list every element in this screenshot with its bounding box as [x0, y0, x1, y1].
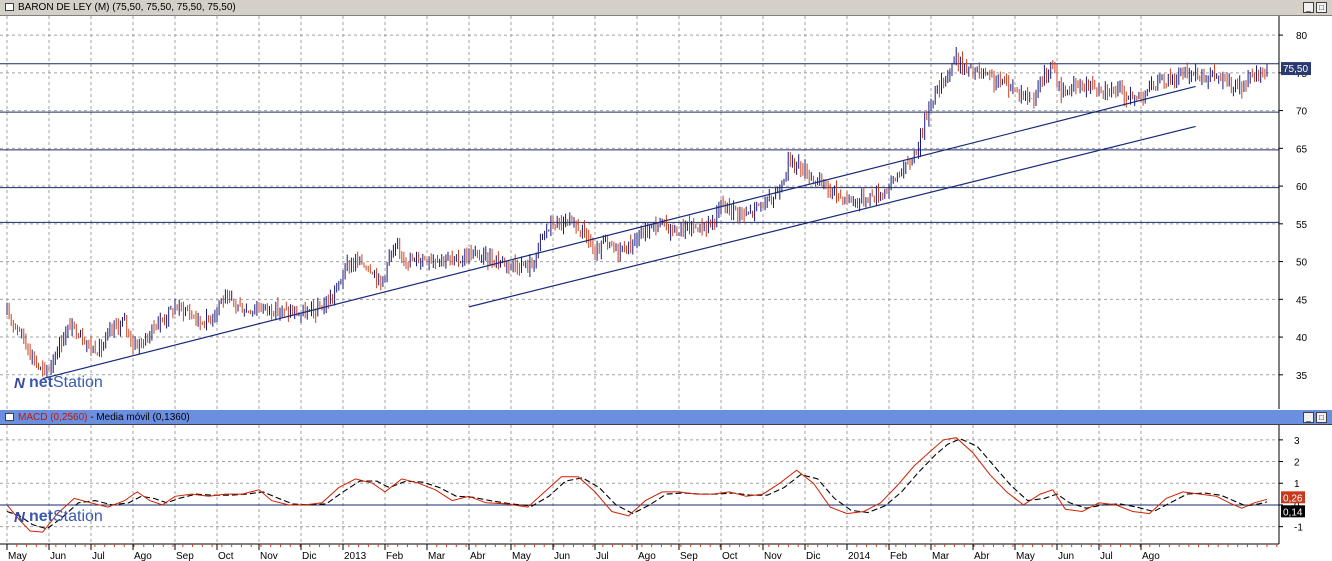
x-tick-label: Sep: [176, 551, 194, 561]
last-price-label: 75,50: [1283, 64, 1308, 75]
minimize-icon[interactable]: _: [1303, 2, 1314, 13]
macd-value-tags: 0,26 0,14: [1281, 491, 1305, 518]
x-tick-label: Dic: [302, 551, 316, 561]
signal-value-box: [1281, 505, 1305, 518]
macd-grid: [0, 425, 1279, 544]
trendline: [42, 85, 1196, 380]
watermark-brand: net: [29, 374, 54, 391]
watermark-brand: net: [29, 508, 54, 525]
watermark-suffix: Station: [53, 374, 103, 391]
last-price-tag: 75,50: [1281, 62, 1311, 76]
price-tick-label: 50: [1296, 258, 1308, 269]
x-tick-label: May: [512, 551, 531, 561]
x-tick-label: Abr: [470, 551, 486, 561]
x-tick-label: Jul: [92, 551, 105, 561]
trendline: [468, 125, 1196, 308]
macd-tick-label: 2: [1294, 458, 1300, 469]
price-tick-label: 80: [1296, 31, 1308, 42]
x-tick-label: Ago: [134, 551, 152, 561]
price-tick-label: 65: [1296, 144, 1308, 155]
x-tick-label: Mar: [932, 551, 950, 561]
x-tick-label: 2013: [344, 551, 367, 561]
price-chart: 35404550556065707580 N netStation 75,50: [0, 16, 1332, 409]
last-price-box: [1281, 62, 1311, 76]
price-tick-label: 60: [1296, 182, 1308, 193]
watermark-logo-icon: N: [14, 509, 26, 526]
x-axis: May Jun Jul Ago Sep Oct Nov Dic 2013 Feb Mar Abr May…: [0, 543, 1332, 561]
x-tick-label: May: [8, 551, 27, 561]
price-y-axis: 35404550556065707580: [1278, 16, 1332, 409]
price-panel-background: [0, 16, 1332, 409]
trendlines: [42, 85, 1196, 380]
macd-panel-background: [0, 425, 1332, 561]
macd-watermark: N netStation: [14, 508, 103, 526]
window-icon: [5, 413, 14, 421]
price-watermark: N netStation: [14, 374, 103, 392]
price-panel-title: BARON DE LEY (M) (75,50, 75,50, 75,50, 7…: [18, 2, 236, 13]
x-tick-label: Jun: [1058, 551, 1074, 561]
restore-icon[interactable]: □: [1316, 412, 1327, 423]
macd-line: [6, 437, 1268, 533]
price-bars: [6, 47, 1268, 378]
x-tick-label: Mar: [428, 551, 446, 561]
x-tick-label: May: [1016, 551, 1035, 561]
macd-value-label: 0,26: [1283, 493, 1303, 504]
watermark-suffix: Station: [53, 508, 103, 525]
x-tick-label: Dic: [806, 551, 820, 561]
x-tick-label: Ago: [638, 551, 656, 561]
price-tick-label: 40: [1296, 333, 1308, 344]
price-tick-label: 45: [1296, 295, 1308, 306]
watermark-logo-icon: N: [14, 375, 26, 392]
macd-tick-label: 1: [1294, 479, 1300, 490]
signal-line: [6, 438, 1268, 530]
window-icon: [5, 3, 14, 11]
x-tick-label: Ago: [1142, 551, 1160, 561]
x-axis-background: [0, 544, 1332, 561]
svg-text:netStation: netStation: [29, 374, 103, 391]
x-tick-label: Sep: [680, 551, 698, 561]
x-tick-label: Oct: [722, 551, 738, 561]
x-tick-label: Nov: [260, 551, 278, 561]
svg-text:netStation: netStation: [29, 508, 103, 525]
macd-tick-label: -1: [1294, 523, 1303, 534]
price-tick-label: 70: [1296, 107, 1308, 118]
price-panel-titlebar: BARON DE LEY (M) (75,50, 75,50, 75,50, 7…: [0, 0, 1332, 16]
minimize-icon[interactable]: _: [1303, 412, 1314, 423]
macd-title: MACD (0,2560): [18, 412, 88, 423]
x-tick-label: Nov: [764, 551, 782, 561]
signal-value-label: 0,14: [1283, 507, 1303, 518]
x-tick-label: Jul: [596, 551, 609, 561]
macd-lines: [6, 437, 1268, 533]
x-tick-label: Oct: [218, 551, 234, 561]
macd-chart: -10123 MayJunJulAgoSepOctNovDic2013FebMa…: [0, 425, 1332, 561]
x-tick-label: Abr: [974, 551, 990, 561]
price-axis-background: [1279, 16, 1332, 409]
macd-value-box: [1281, 491, 1305, 504]
signal-title: - Media móvil (0,1360): [87, 412, 190, 423]
x-tick-label: 2014: [848, 551, 871, 561]
macd-panel-titlebar: MACD (0,2560) - Media móvil (0,1360) _ □: [0, 409, 1332, 425]
x-tick-label: Jul: [1100, 551, 1113, 561]
restore-icon[interactable]: □: [1316, 2, 1327, 13]
macd-tick-label: 3: [1294, 436, 1300, 447]
price-tick-label: 55: [1296, 220, 1308, 231]
x-tick-label: Jun: [554, 551, 570, 561]
horizontal-levels: [0, 63, 1279, 223]
x-tick-label: Jun: [50, 551, 66, 561]
x-tick-label: Feb: [386, 551, 404, 561]
x-tick-label: Feb: [890, 551, 908, 561]
price-tick-label: 35: [1296, 371, 1308, 382]
